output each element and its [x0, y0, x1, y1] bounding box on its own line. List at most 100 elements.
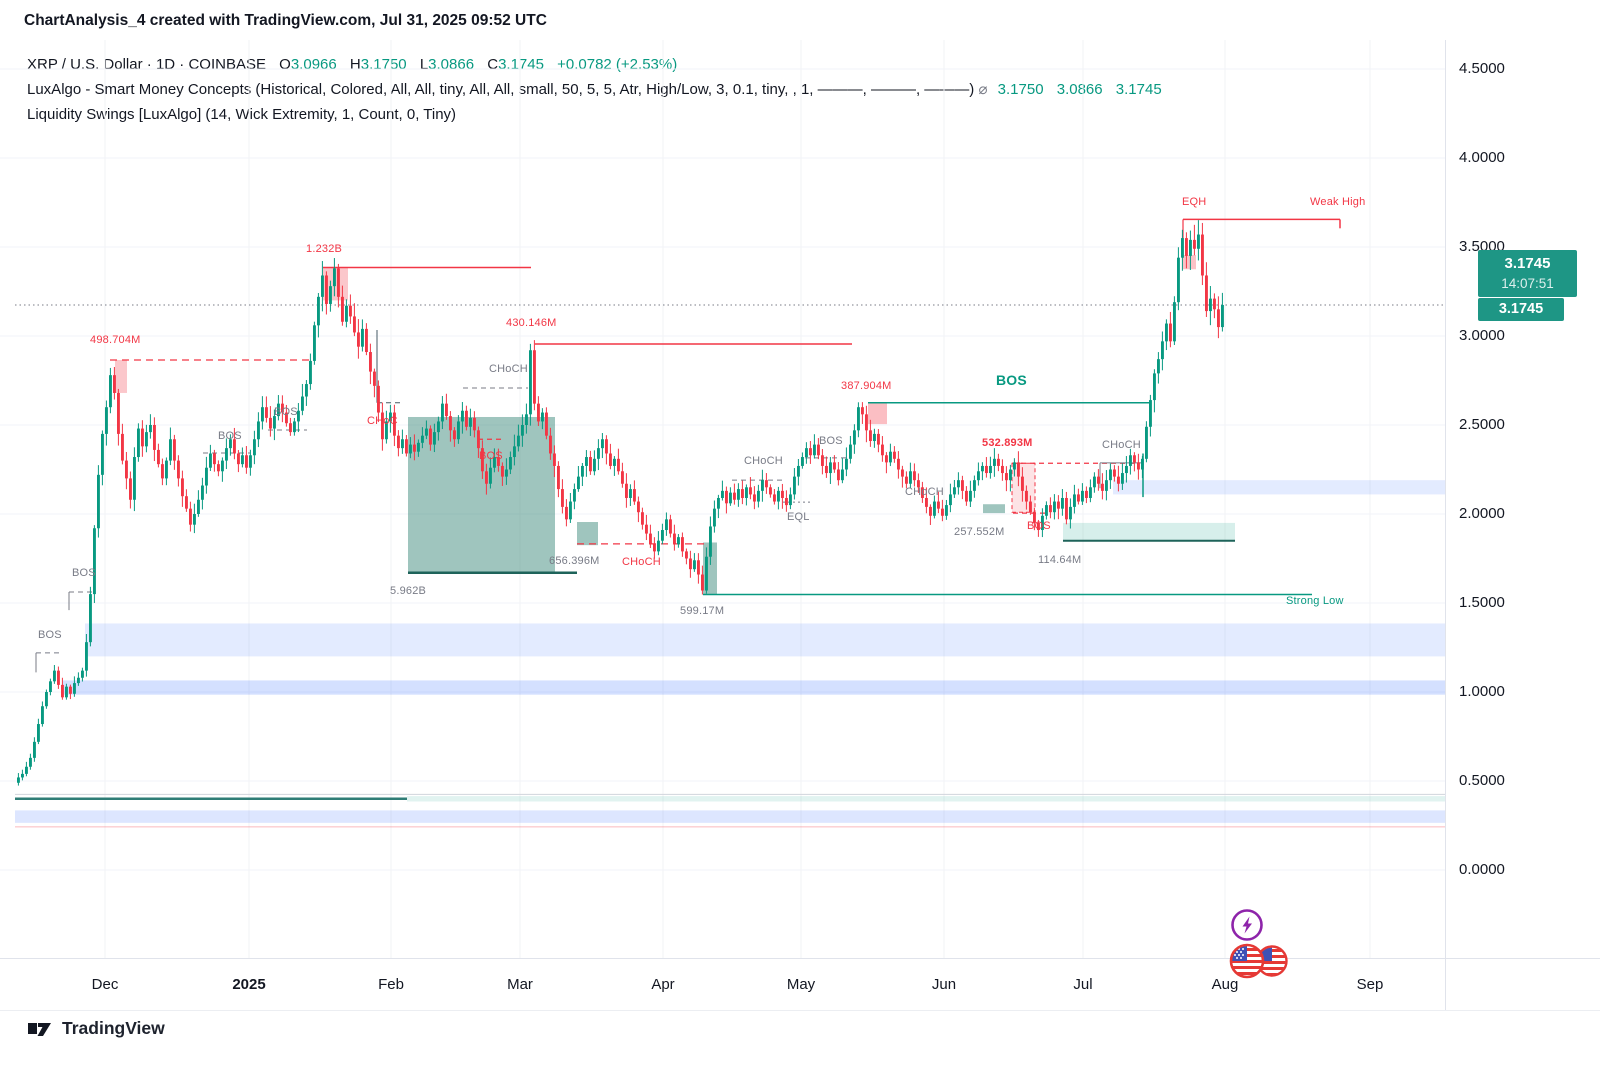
- candle: [89, 594, 92, 643]
- candle: [93, 528, 96, 595]
- candle: [1125, 465, 1128, 474]
- candle: [1073, 494, 1076, 507]
- candle: [413, 444, 416, 452]
- candle: [785, 497, 788, 506]
- candle: [653, 544, 656, 552]
- candle: [721, 490, 724, 498]
- candle: [505, 469, 508, 477]
- candle: [1101, 483, 1104, 491]
- candle: [257, 421, 260, 440]
- time-tick-label: 2025: [232, 976, 266, 993]
- candle: [221, 460, 224, 472]
- candle: [373, 371, 376, 386]
- candle: [253, 439, 256, 456]
- candle: [1017, 462, 1020, 477]
- candle: [1141, 458, 1144, 470]
- candle: [53, 670, 56, 682]
- candle: [521, 425, 524, 436]
- candle: [177, 460, 180, 479]
- legend-smc-row[interactable]: LuxAlgo - Smart Money Concepts (Historic…: [27, 77, 1162, 102]
- candle: [277, 403, 280, 417]
- candle: [209, 453, 212, 468]
- candle: [309, 360, 312, 385]
- candle: [185, 496, 188, 509]
- candle: [21, 773, 24, 778]
- candle: [337, 268, 340, 297]
- candle: [513, 446, 516, 458]
- liquidity-indicator-title: Liquidity Swings [LuxAlgo] (14, Wick Ext…: [27, 106, 457, 123]
- candle: [441, 403, 444, 422]
- candle: [357, 332, 360, 347]
- candle: [681, 537, 684, 552]
- price-axis[interactable]: 4.5000 4.0000 3.5000 3.0000 2.5000 2.0000 1.50…: [1446, 40, 1600, 958]
- candle: [553, 453, 556, 466]
- candle: [233, 439, 236, 454]
- candle: [881, 444, 884, 456]
- candle: [789, 494, 792, 506]
- candle: [669, 519, 672, 534]
- candle: [109, 375, 112, 408]
- candle: [405, 439, 408, 454]
- candle: [717, 497, 720, 509]
- candle: [777, 490, 780, 502]
- candle: [393, 412, 396, 436]
- time-axis[interactable]: Dec 2025 Feb Mar Apr May Jun Jul Aug Sep: [0, 959, 1445, 1009]
- candle: [661, 530, 664, 541]
- candle: [869, 430, 872, 442]
- bolt-icon: [1242, 916, 1252, 934]
- tradingview-logo[interactable]: TradingView: [28, 1018, 165, 1039]
- candle: [121, 433, 124, 461]
- candle: [637, 501, 640, 513]
- candle: [1185, 238, 1188, 256]
- liquidity-band-2.1: [1113, 480, 1445, 495]
- supply-box-may: [868, 402, 887, 425]
- candle: [241, 455, 244, 465]
- candle: [353, 316, 356, 333]
- candle: [429, 428, 432, 445]
- candle: [949, 494, 952, 506]
- candle: [861, 407, 864, 415]
- candle: [977, 471, 980, 481]
- candle: [649, 533, 652, 545]
- candle: [125, 460, 128, 479]
- candle: [705, 556, 708, 591]
- candle: [813, 444, 816, 456]
- candle: [1021, 476, 1024, 491]
- candle: [989, 465, 992, 474]
- candle: [73, 683, 76, 694]
- candle: [1173, 302, 1176, 342]
- candle: [1117, 476, 1120, 484]
- candle: [1153, 373, 1156, 401]
- legend-liquidity-row[interactable]: Liquidity Swings [LuxAlgo] (14, Wick Ext…: [27, 102, 1162, 127]
- candle: [981, 465, 984, 472]
- candle: [229, 439, 232, 449]
- candle: [565, 506, 568, 520]
- candle: [617, 458, 620, 472]
- candle: [477, 430, 480, 449]
- candle: [561, 489, 564, 507]
- time-tick-label: Mar: [507, 976, 533, 993]
- candle: [737, 489, 740, 500]
- candle: [85, 642, 88, 671]
- candle: [1061, 497, 1064, 509]
- candle: [853, 430, 856, 445]
- candle: [1009, 469, 1012, 481]
- candle: [921, 487, 924, 498]
- candle: [1145, 426, 1148, 459]
- candle: [113, 375, 116, 393]
- time-tick-label: May: [786, 976, 816, 993]
- candle: [437, 421, 440, 433]
- candle: [817, 444, 820, 456]
- candle: [469, 417, 472, 427]
- candle: [77, 677, 80, 684]
- candle: [525, 414, 528, 425]
- candle: [913, 471, 916, 481]
- candle: [697, 560, 700, 575]
- candle: [577, 476, 580, 490]
- candle: [605, 439, 608, 454]
- candle: [213, 453, 216, 465]
- candle: [517, 435, 520, 447]
- candle: [1193, 239, 1196, 249]
- candle: [217, 464, 220, 472]
